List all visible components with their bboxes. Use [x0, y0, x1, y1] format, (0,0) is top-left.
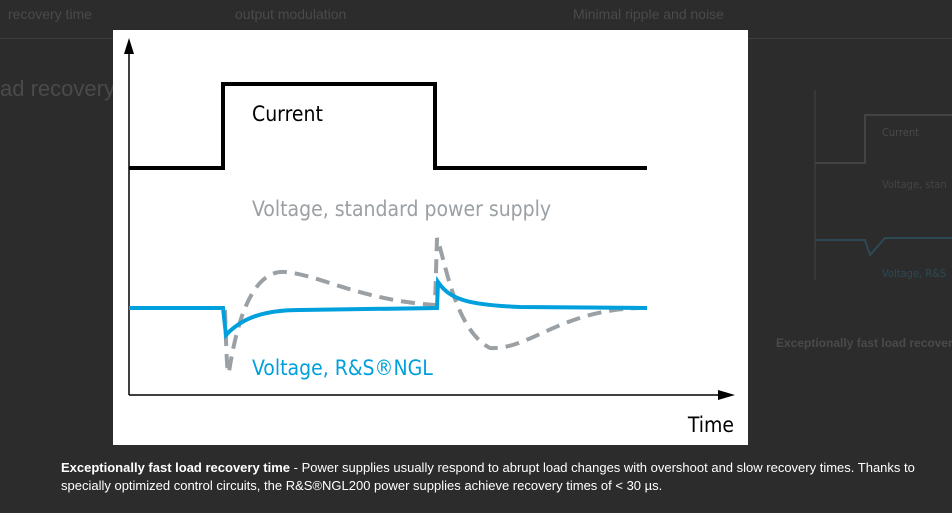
- standard-voltage-label: Voltage, standard power supply: [252, 197, 551, 221]
- current-curve: [129, 82, 647, 170]
- caption: Exceptionally fast load recovery time - …: [61, 459, 921, 495]
- side-thumbnail: Current Voltage, stan Voltage, R&S: [814, 90, 952, 280]
- tab[interactable]: output modulation: [235, 6, 347, 22]
- image-panel: Current Voltage, standard power supply V…: [113, 30, 748, 445]
- y-arrow: [124, 38, 134, 54]
- current-label: Current: [252, 102, 323, 126]
- caption-title: Exceptionally fast load recovery time: [61, 460, 291, 475]
- thumb-label: Voltage, R&S: [882, 267, 946, 280]
- side-caption: Exceptionally fast load recover: [776, 336, 952, 350]
- x-arrow: [718, 390, 735, 400]
- ngl-voltage-label: Voltage, R&S®NGL: [252, 356, 433, 380]
- ngl-voltage-curve: [129, 275, 648, 340]
- thumb-label: Current: [882, 126, 919, 139]
- thumb-label: Voltage, stan: [882, 178, 947, 191]
- caption-text: - Power supplies usually respond to abru…: [61, 460, 915, 493]
- diagram: Current Voltage, standard power supply V…: [124, 38, 735, 437]
- tab[interactable]: Minimal ripple and noise: [573, 6, 724, 22]
- section-heading: ad recovery: [0, 76, 115, 101]
- tab[interactable]: recovery time: [8, 6, 93, 22]
- thumb-voltage: [815, 237, 952, 257]
- thumb-current: [815, 114, 952, 164]
- standard-voltage-curve: [223, 237, 641, 375]
- x-axis-label: Time: [687, 413, 734, 437]
